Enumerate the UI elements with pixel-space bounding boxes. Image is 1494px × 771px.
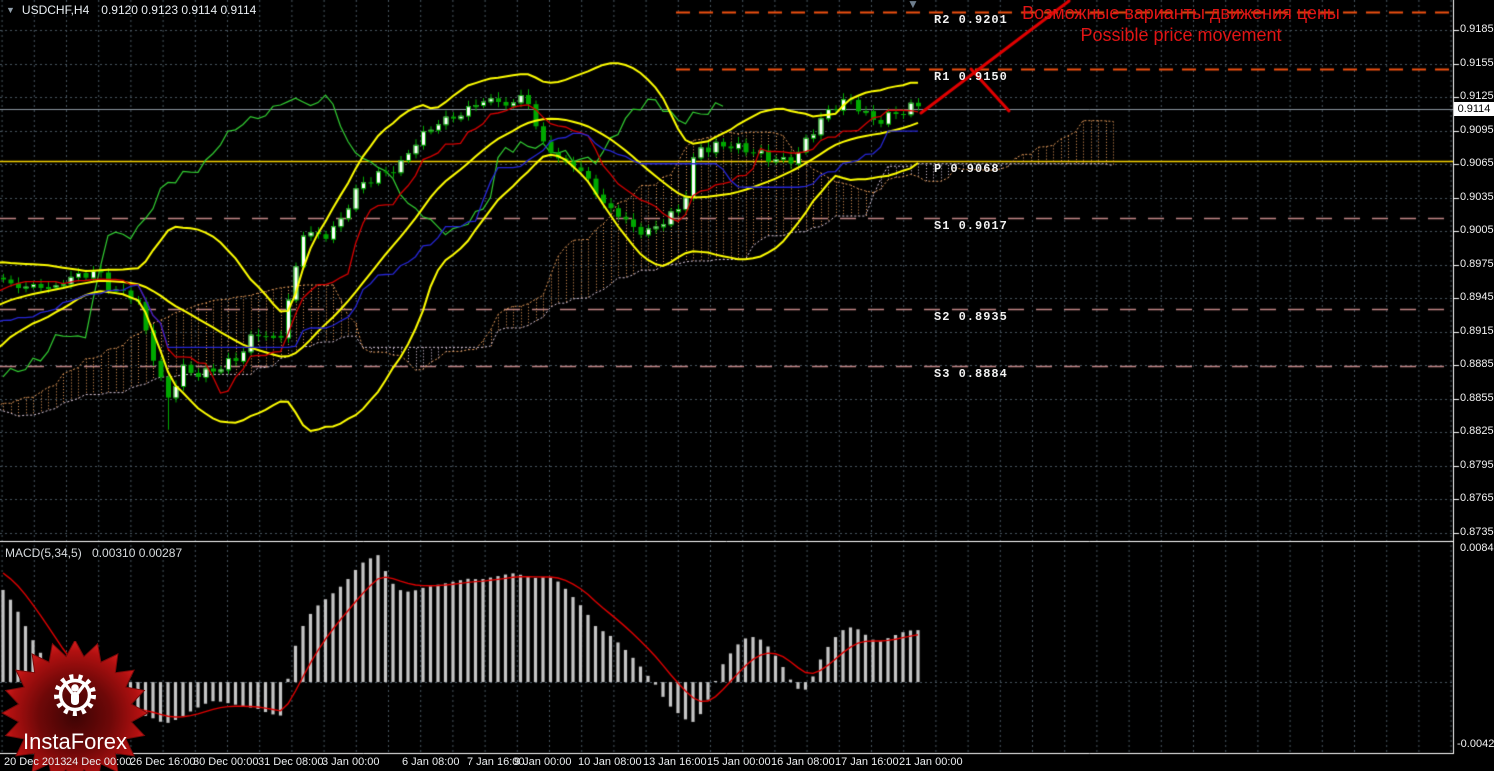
price-tick-label: 0.8795 <box>1460 458 1494 471</box>
price-tick-label: 0.9095 <box>1460 123 1494 136</box>
pivot-label-s3: S3 0.8884 <box>934 367 1008 382</box>
chart-quotes: 0.9120 0.9123 0.9114 0.9114 <box>101 3 257 17</box>
symbol-dropdown-icon[interactable]: ▼ <box>6 5 15 15</box>
time-axis-label: 21 Jan 00:00 <box>899 756 963 768</box>
pivot-label-s2: S2 0.8935 <box>934 310 1008 325</box>
price-tick-label: 0.8765 <box>1460 492 1494 505</box>
price-tick-label: 0.9005 <box>1460 224 1494 237</box>
macd-indicator-label: MACD(5,34,5) 0.00310 0.00287 <box>5 546 182 560</box>
time-axis-label: 31 Dec 08:00 <box>258 756 324 768</box>
annotation-english: Possible price movement <box>1080 25 1282 45</box>
price-tick-label: 0.9185 <box>1460 23 1494 35</box>
pivot-label-r1: R1 0.9150 <box>934 70 1008 85</box>
price-tick-label: 0.8735 <box>1460 525 1494 538</box>
price-tick-label: 0.9035 <box>1460 190 1494 203</box>
price-tick-label: 0.9155 <box>1460 56 1494 69</box>
chart-title: ▼ USDCHF,H4 0.9120 0.9123 0.9114 0.9114 <box>6 3 256 17</box>
time-axis-label: 16 Jan 08:00 <box>771 756 835 768</box>
price-tick-label: 0.8825 <box>1460 425 1494 438</box>
time-axis-label: 10 Jan 08:00 <box>578 756 642 768</box>
gear-person-icon <box>54 674 96 716</box>
time-axis-label: 3 Jan 00:00 <box>322 756 380 768</box>
time-axis-label: 24 Dec 00:00 <box>66 756 132 768</box>
price-tick-label: 0.8945 <box>1460 291 1494 304</box>
time-axis-label: 20 Dec 2013 <box>4 756 67 768</box>
annotation-russian: Возможные варианты движения цены <box>1022 3 1340 23</box>
pivot-label-r2: R2 0.9201 <box>934 13 1008 28</box>
macd-min-label: -0.00423 <box>1457 738 1494 750</box>
macd-values: 0.00310 0.00287 <box>92 546 183 560</box>
chart-symbol-period: USDCHF,H4 <box>21 3 90 17</box>
time-axis-label: 26 Dec 16:00 <box>130 756 196 768</box>
starburst-shape <box>0 641 150 771</box>
time-axis-label: 7 Jan 16:00 <box>467 756 525 768</box>
chart-shift-marker-icon[interactable]: ▼ <box>907 0 919 11</box>
macd-max-label: 0.00842 <box>1460 542 1494 554</box>
time-axis-label: 9 Jan 00:00 <box>514 756 572 768</box>
price-tick-label: 0.8855 <box>1460 391 1494 404</box>
macd-name: MACD(5,34,5) <box>5 546 82 560</box>
price-tick-label: 0.8915 <box>1460 324 1494 337</box>
price-tick-label: 0.9125 <box>1460 90 1494 103</box>
instaforex-watermark-badge: InstaForex <box>0 641 150 771</box>
price-tick-label: 0.8975 <box>1460 257 1494 270</box>
brand-text: InstaForex <box>23 729 127 754</box>
time-axis-label: 6 Jan 08:00 <box>402 756 460 768</box>
price-movement-annotation: Возможные варианты движения цены Possibl… <box>950 2 1412 46</box>
pivot-label-s1: S1 0.9017 <box>934 218 1008 233</box>
pivot-label-p: P 0.9068 <box>934 161 1000 176</box>
time-axis-label: 15 Jan 00:00 <box>707 756 771 768</box>
price-tick-label: 0.8885 <box>1460 358 1494 371</box>
time-axis-label: 30 Dec 00:00 <box>193 756 259 768</box>
time-axis-label: 17 Jan 16:00 <box>835 756 899 768</box>
current-price-tag: 0.9114 <box>1454 102 1494 117</box>
time-axis-label: 13 Jan 16:00 <box>643 756 707 768</box>
time-axis[interactable]: 20 Dec 2013 24 Dec 00:00 26 Dec 16:00 30 De… <box>0 753 1494 771</box>
price-tick-label: 0.9065 <box>1460 157 1494 170</box>
